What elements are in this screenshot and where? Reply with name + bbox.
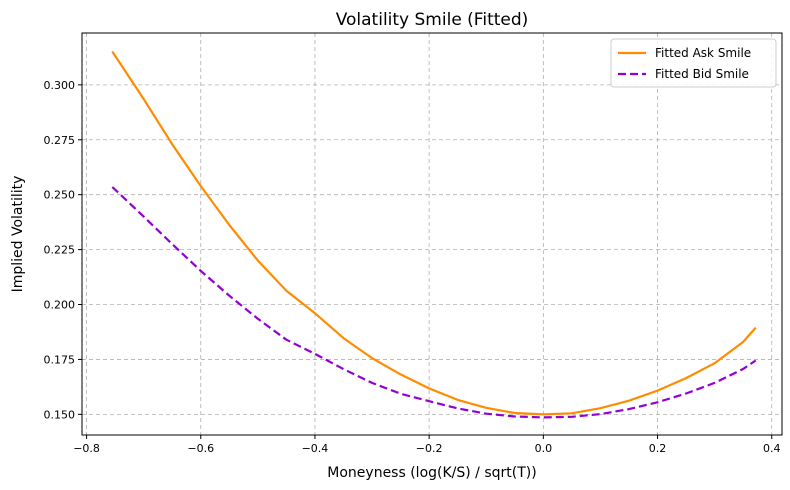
y-tick-label: 0.175 <box>44 353 76 366</box>
y-axis-ticks: 0.150 0.175 0.200 0.225 0.250 0.275 0.300 <box>44 79 82 421</box>
legend-label: Fitted Ask Smile <box>655 46 751 60</box>
series-lines <box>111 50 757 419</box>
x-tick-label: −0.6 <box>187 442 214 455</box>
legend-box <box>610 38 777 88</box>
x-tick-label: 0.0 <box>535 442 553 455</box>
x-tick-label: −0.2 <box>416 442 443 455</box>
y-tick-label: 0.200 <box>44 299 76 312</box>
x-tick-label: 0.4 <box>763 442 781 455</box>
y-tick-label: 0.150 <box>44 408 76 421</box>
legend: Fitted Ask Smile Fitted Bid Smile <box>610 38 777 88</box>
y-tick-label: 0.300 <box>44 79 76 92</box>
series-line-ask <box>111 50 757 416</box>
legend-label: Fitted Bid Smile <box>655 67 749 81</box>
y-tick-label: 0.250 <box>44 189 76 202</box>
x-tick-label: 0.2 <box>649 442 667 455</box>
y-axis-label: Implied Volatility <box>10 176 26 293</box>
y-tick-label: 0.275 <box>44 134 76 147</box>
y-tick-label: 0.225 <box>44 244 76 257</box>
x-tick-label: −0.8 <box>73 442 100 455</box>
x-tick-label: −0.4 <box>302 442 329 455</box>
x-axis-label: Moneyness (log(K/S) / sqrt(T)) <box>327 465 536 481</box>
chart-title: Volatility Smile (Fitted) <box>336 10 529 30</box>
plot-frame <box>81 32 783 436</box>
x-axis-ticks: −0.8 −0.6 −0.4 −0.2 0.0 0.2 0.4 <box>73 435 780 455</box>
series-line-bid <box>111 186 757 419</box>
